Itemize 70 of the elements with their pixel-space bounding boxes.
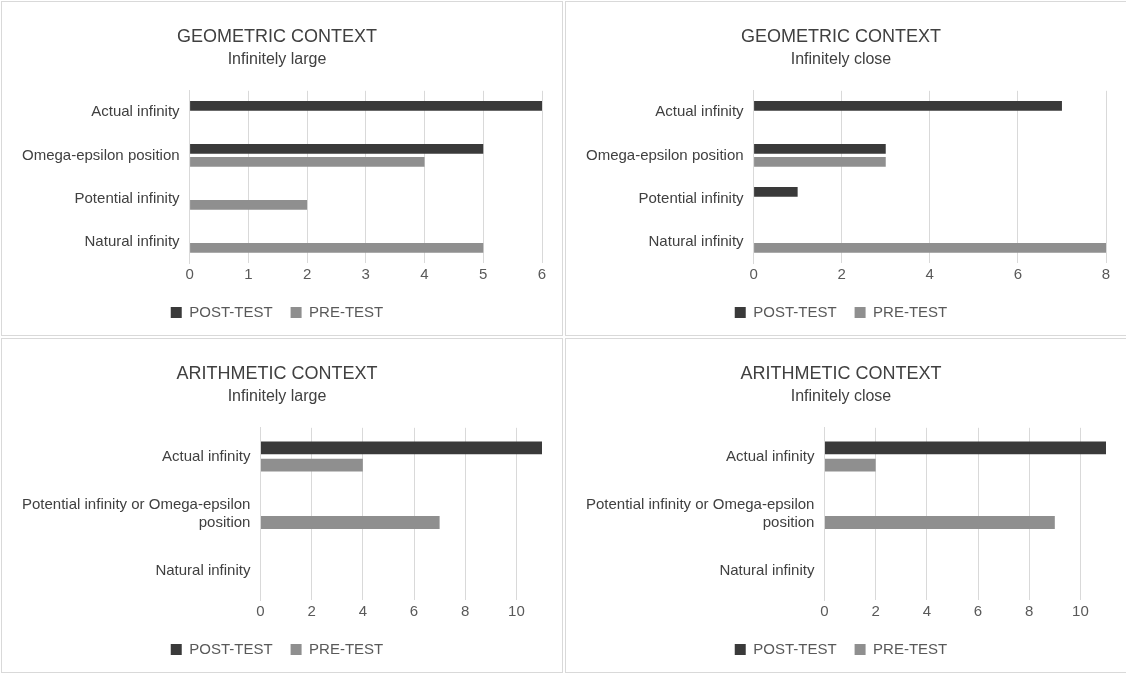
- chart-subtitle: Infinitely close: [790, 49, 892, 67]
- x-tick-label: 2: [302, 265, 312, 283]
- x-tick-label: 8: [1101, 265, 1111, 283]
- x-tick-label: 6: [973, 602, 983, 620]
- y-tick-label: Omega-epsilon position: [585, 145, 744, 163]
- y-tick-label: Actual infinity: [726, 446, 815, 464]
- x-tick-label: 3: [361, 265, 370, 283]
- bar: [754, 243, 1106, 253]
- bar: [190, 200, 308, 210]
- legend-label: PRE-TEST: [309, 302, 384, 320]
- chart-subtitle: Infinitely large: [227, 49, 327, 67]
- y-tick-label: Potential infinity: [638, 188, 745, 206]
- x-tick-label: 0: [749, 265, 758, 283]
- bar: [754, 156, 886, 167]
- bar: [260, 516, 440, 529]
- chart-title: ARITHMETIC CONTEXT: [176, 362, 378, 383]
- bar: [824, 516, 1055, 529]
- x-tick-label: 8: [1025, 602, 1034, 620]
- bar: [824, 441, 1106, 455]
- y-tick-label: Natural infinity: [155, 561, 251, 579]
- bar: [824, 458, 876, 472]
- legend-label: POST-TEST: [753, 302, 837, 320]
- legend-label: PRE-TEST: [309, 639, 384, 657]
- x-tick-label: 0: [820, 602, 829, 620]
- chart-title: ARITHMETIC CONTEXT: [740, 362, 942, 383]
- x-tick-label: 0: [185, 265, 194, 283]
- x-tick-label: 1: [244, 265, 253, 283]
- y-tick-label: Actual infinity: [655, 102, 745, 120]
- x-tick-label: 8: [461, 602, 470, 620]
- x-tick-label: 2: [871, 602, 880, 620]
- y-tick-label: Natural infinity: [648, 231, 745, 249]
- bar: [190, 144, 484, 154]
- x-tick-label: 4: [420, 265, 429, 283]
- y-tick-label: Potential infinity or Omega-epsilon position: [586, 495, 815, 531]
- y-tick-label: Potential infinity: [74, 188, 181, 206]
- y-tick-label: Potential infinity or Omega-epsilon position: [22, 495, 251, 531]
- bar: [754, 187, 798, 197]
- chart-title: GEOMETRIC CONTEXT: [740, 25, 942, 46]
- legend-label: POST-TEST: [753, 639, 837, 657]
- bar: [754, 101, 1062, 111]
- chart-title: GEOMETRIC CONTEXT: [176, 25, 378, 46]
- x-tick-label: 2: [307, 602, 316, 620]
- x-tick-label: 6: [409, 602, 419, 620]
- x-tick-label: 10: [1072, 602, 1089, 620]
- bar: [260, 441, 542, 455]
- x-tick-label: 4: [925, 265, 934, 283]
- chart-subtitle: Infinitely close: [790, 386, 892, 404]
- x-tick-label: 10: [508, 602, 525, 620]
- legend-label: PRE-TEST: [873, 639, 948, 657]
- x-tick-label: 6: [537, 265, 547, 283]
- x-tick-label: 5: [479, 265, 488, 283]
- x-tick-label: 6: [1013, 265, 1023, 283]
- y-tick-label: Actual infinity: [91, 102, 181, 120]
- chart-subtitle: Infinitely large: [227, 386, 327, 404]
- bar: [260, 458, 363, 472]
- x-tick-label: 0: [256, 602, 265, 620]
- legend-label: POST-TEST: [189, 302, 273, 320]
- x-tick-label: 4: [358, 602, 367, 620]
- bar: [190, 101, 542, 111]
- y-tick-label: Omega-epsilon position: [21, 145, 180, 163]
- bar: [754, 144, 886, 154]
- bar: [190, 156, 425, 167]
- y-tick-label: Natural infinity: [719, 561, 815, 579]
- y-tick-label: Actual infinity: [162, 446, 251, 464]
- x-tick-label: 2: [837, 265, 846, 283]
- legend-label: POST-TEST: [189, 639, 273, 657]
- legend-label: PRE-TEST: [873, 302, 948, 320]
- x-tick-label: 4: [922, 602, 931, 620]
- y-tick-label: Natural infinity: [84, 231, 181, 249]
- bar: [190, 243, 484, 253]
